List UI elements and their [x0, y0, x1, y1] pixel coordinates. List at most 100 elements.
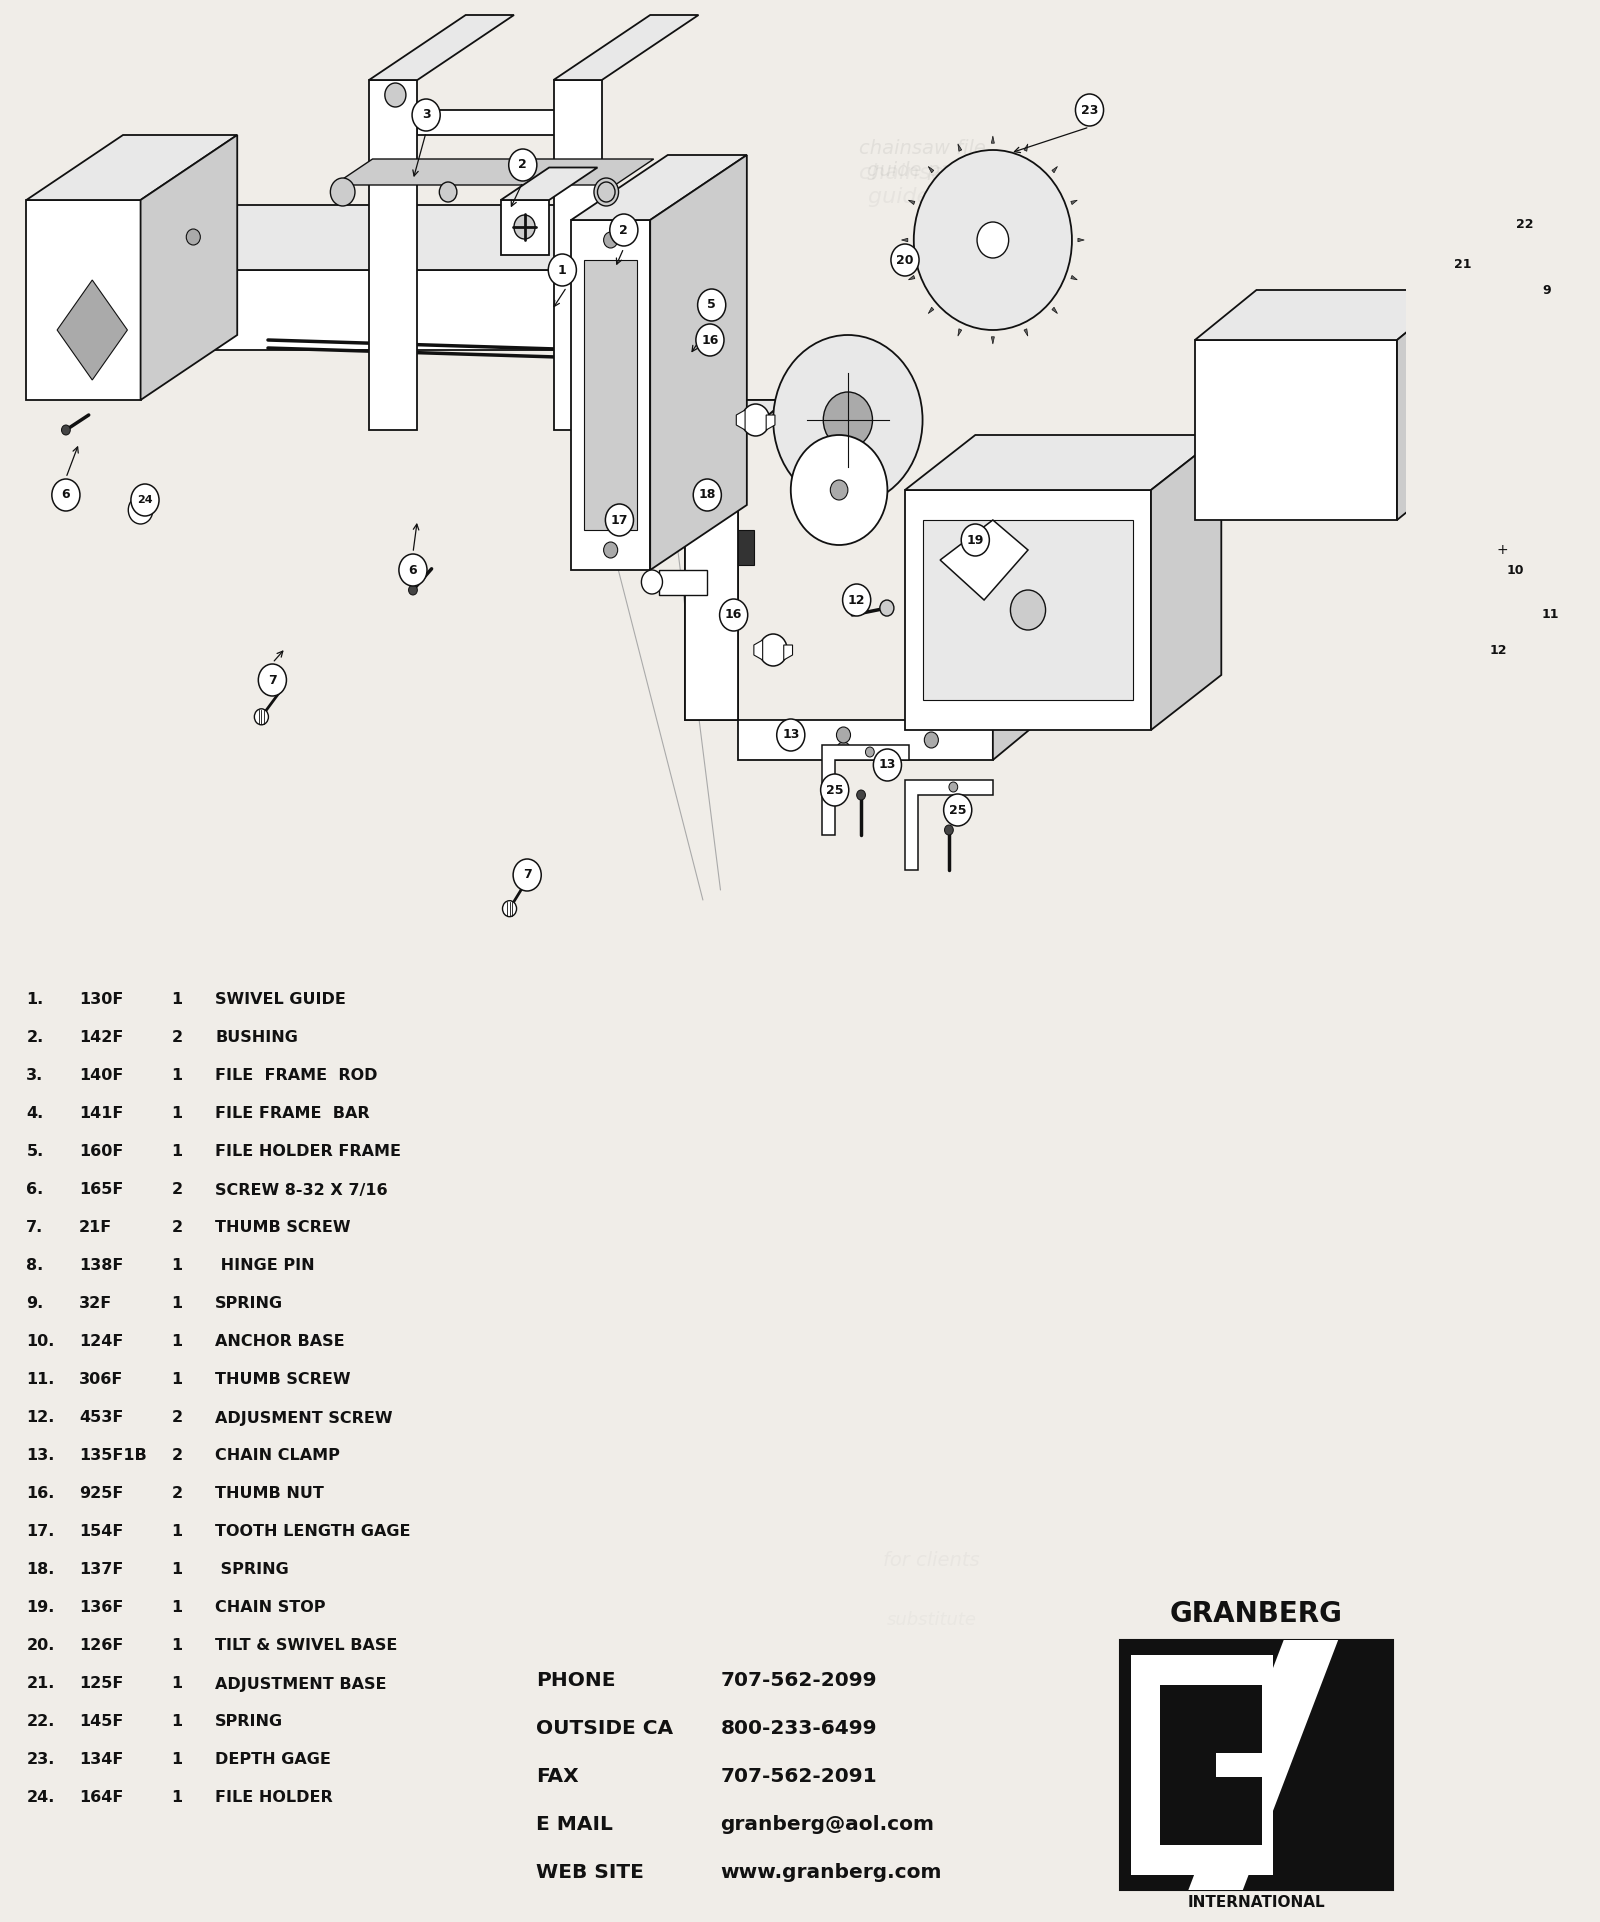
Text: 19.: 19.: [26, 1601, 54, 1616]
Polygon shape: [1160, 1686, 1262, 1845]
Polygon shape: [736, 409, 746, 431]
Circle shape: [594, 179, 619, 206]
Polygon shape: [906, 780, 994, 871]
Circle shape: [944, 794, 971, 826]
Text: 707-562-2099: 707-562-2099: [720, 1670, 877, 1689]
Polygon shape: [501, 200, 549, 256]
Circle shape: [696, 325, 723, 356]
Text: HINGE PIN: HINGE PIN: [216, 1259, 315, 1274]
Text: FILE FRAME  BAR: FILE FRAME BAR: [216, 1107, 370, 1122]
Circle shape: [891, 244, 918, 277]
Text: ANCHOR BASE: ANCHOR BASE: [216, 1334, 346, 1349]
Text: chainsaw file
guide parts: chainsaw file guide parts: [859, 163, 1003, 206]
Text: 1: 1: [171, 1714, 182, 1730]
Text: 9.: 9.: [26, 1297, 43, 1311]
Circle shape: [514, 215, 534, 238]
Circle shape: [1533, 275, 1560, 306]
Text: 134F: 134F: [78, 1753, 123, 1768]
Text: 453F: 453F: [78, 1411, 123, 1426]
Circle shape: [642, 571, 662, 594]
Text: 4.: 4.: [26, 1107, 43, 1122]
Text: 145F: 145F: [78, 1714, 123, 1730]
Text: 142F: 142F: [78, 1030, 123, 1046]
Text: 1: 1: [171, 1676, 182, 1691]
Polygon shape: [26, 200, 141, 400]
Text: SPRING: SPRING: [216, 1563, 290, 1578]
Polygon shape: [370, 81, 418, 431]
Circle shape: [1075, 94, 1104, 127]
Text: E MAIL: E MAIL: [536, 1814, 613, 1834]
Text: 23.: 23.: [26, 1753, 54, 1768]
Polygon shape: [141, 135, 237, 400]
Polygon shape: [992, 136, 994, 144]
Polygon shape: [784, 646, 792, 659]
Text: 306F: 306F: [78, 1372, 123, 1388]
Circle shape: [837, 742, 851, 757]
Polygon shape: [928, 167, 934, 173]
Text: 7: 7: [523, 869, 531, 882]
Text: TILT & SWIVEL BASE: TILT & SWIVEL BASE: [216, 1638, 398, 1653]
Polygon shape: [1195, 340, 1397, 521]
Text: SPRING: SPRING: [216, 1714, 283, 1730]
Polygon shape: [58, 281, 128, 381]
Text: www.granberg.com: www.granberg.com: [720, 1862, 942, 1882]
Text: 2: 2: [171, 1220, 182, 1236]
Circle shape: [514, 859, 541, 892]
Text: 2.: 2.: [26, 1030, 43, 1046]
Polygon shape: [334, 160, 654, 185]
Text: 13.: 13.: [26, 1449, 54, 1463]
Circle shape: [51, 479, 80, 511]
Circle shape: [186, 229, 200, 244]
Text: THUMB NUT: THUMB NUT: [216, 1486, 325, 1501]
Circle shape: [698, 288, 726, 321]
Circle shape: [830, 480, 848, 500]
Text: 138F: 138F: [78, 1259, 123, 1274]
Circle shape: [610, 213, 638, 246]
Text: 16.: 16.: [26, 1486, 54, 1501]
Polygon shape: [928, 308, 934, 313]
Circle shape: [925, 732, 938, 748]
Text: 707-562-2091: 707-562-2091: [720, 1766, 877, 1786]
Text: 135F1B: 135F1B: [78, 1449, 147, 1463]
Polygon shape: [685, 440, 994, 759]
Polygon shape: [1397, 290, 1459, 521]
Circle shape: [128, 496, 154, 525]
Text: 1: 1: [171, 1563, 182, 1578]
Text: 13: 13: [782, 728, 800, 742]
Circle shape: [880, 600, 894, 617]
Text: FILE  FRAME  ROD: FILE FRAME ROD: [216, 1069, 378, 1084]
Text: ADJUSMENT SCREW: ADJUSMENT SCREW: [216, 1411, 392, 1426]
Circle shape: [1499, 542, 1514, 557]
Text: 1: 1: [171, 1107, 182, 1122]
Polygon shape: [1189, 1639, 1338, 1889]
Text: SWIVEL GUIDE: SWIVEL GUIDE: [216, 992, 346, 1007]
Polygon shape: [738, 530, 754, 565]
Circle shape: [330, 179, 355, 206]
Text: 18: 18: [699, 488, 715, 502]
Circle shape: [773, 334, 923, 505]
Text: 8.: 8.: [26, 1259, 43, 1274]
Circle shape: [605, 504, 634, 536]
Circle shape: [1011, 590, 1045, 630]
Text: 16: 16: [701, 334, 718, 346]
Polygon shape: [26, 135, 237, 200]
Text: substitute: substitute: [886, 1611, 976, 1630]
Text: WEB SITE: WEB SITE: [536, 1862, 643, 1882]
Text: INTERNATIONAL: INTERNATIONAL: [1187, 1895, 1325, 1910]
Circle shape: [856, 790, 866, 800]
Circle shape: [509, 150, 538, 181]
Circle shape: [1501, 554, 1530, 586]
Text: 2: 2: [171, 1030, 182, 1046]
Text: CHAIN STOP: CHAIN STOP: [216, 1601, 326, 1616]
Polygon shape: [1024, 329, 1027, 336]
Circle shape: [440, 183, 458, 202]
Text: 23: 23: [1082, 104, 1098, 117]
Polygon shape: [571, 219, 650, 571]
Text: SCREW 8-32 X 7/16: SCREW 8-32 X 7/16: [216, 1182, 387, 1197]
Text: 13: 13: [878, 759, 896, 771]
Text: 17.: 17.: [26, 1524, 54, 1540]
Circle shape: [693, 479, 722, 511]
Text: 6.: 6.: [26, 1182, 43, 1197]
Polygon shape: [1150, 434, 1221, 730]
Text: 137F: 137F: [78, 1563, 123, 1578]
